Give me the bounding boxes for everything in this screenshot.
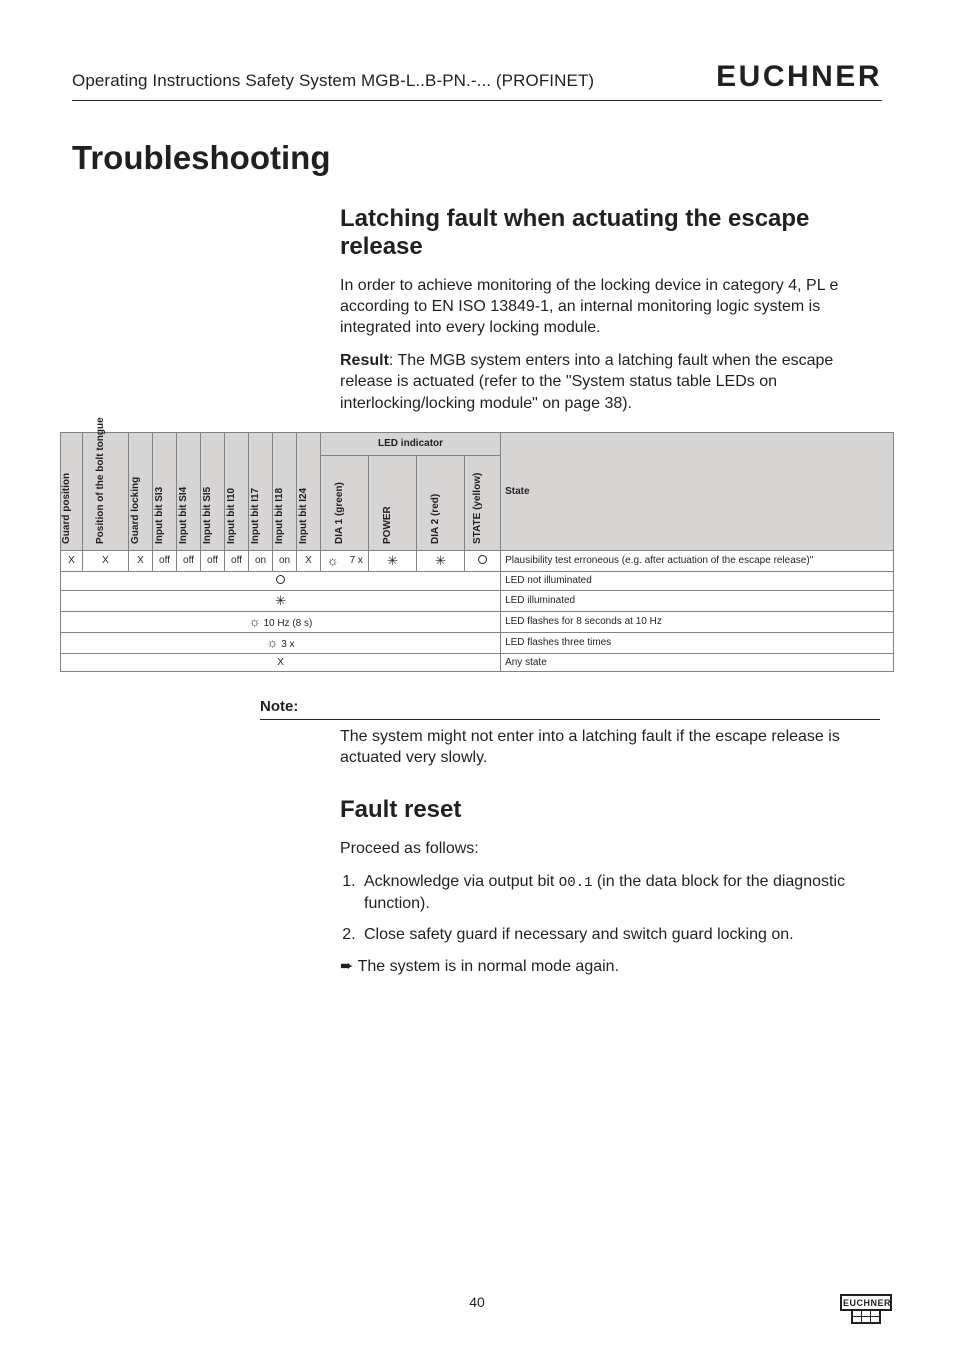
cell-si4: off <box>177 550 201 571</box>
table-row: ☼ 3 x LED flashes three times <box>61 632 894 653</box>
hdr-guard-position: Guard position <box>61 432 83 550</box>
hdr-power: POWER <box>369 455 417 550</box>
cell-si5: off <box>201 550 225 571</box>
sun-icon: ☼ <box>267 636 279 649</box>
hdr-i17: Input bit I17 <box>249 432 273 550</box>
cell-guard-position: X <box>61 550 83 571</box>
hdr-i10: Input bit I10 <box>225 432 249 550</box>
brand-wordmark: EUCHNER <box>716 60 882 94</box>
latching-fault-p1: In order to achieve monitoring of the lo… <box>340 275 882 338</box>
led-indicator-table: Guard position Position of the bolt tong… <box>60 432 894 672</box>
result-label: Result <box>340 352 389 369</box>
legend-text-3x: LED flashes three times <box>501 632 894 653</box>
cell-i24: X <box>297 550 321 571</box>
cell-dia2: ✳ <box>417 550 465 571</box>
cell-dia1-icon: ☼ <box>321 550 345 571</box>
result-text: : The MGB system enters into a latching … <box>340 352 833 411</box>
hdr-dia1: DIA 1 (green) <box>321 455 369 550</box>
hdr-guard-locking: Guard locking <box>129 432 153 550</box>
hdr-si4: Input bit SI4 <box>177 432 201 550</box>
hdr-state-led: STATE (yellow) <box>465 455 501 550</box>
cell-guard-locking: X <box>129 550 153 571</box>
cell-i17: on <box>249 550 273 571</box>
step-1-text-a: Acknowledge via output bit <box>364 873 559 890</box>
cell-bolt-tongue: X <box>83 550 129 571</box>
legend-text-illuminated: LED illuminated <box>501 590 894 611</box>
cell-i10: off <box>225 550 249 571</box>
fault-reset-intro: Proceed as follows: <box>340 838 882 859</box>
star-icon: ✳ <box>387 554 398 567</box>
cell-power: ✳ <box>369 550 417 571</box>
sun-icon: ☼ <box>327 554 339 567</box>
table-row: LED not illuminated <box>61 571 894 590</box>
circle-icon <box>478 555 487 564</box>
cell-state-text: Plausibility test erroneous (e.g. after … <box>501 550 894 571</box>
cell-si3: off <box>153 550 177 571</box>
section-fault-reset: Fault reset Proceed as follows: Acknowle… <box>340 796 882 976</box>
fault-reset-steps: Acknowledge via output bit O0.1 (in the … <box>340 871 882 946</box>
table-row: ✳ LED illuminated <box>61 590 894 611</box>
legend-text-10hz: LED flashes for 8 seconds at 10 Hz <box>501 611 894 632</box>
footer-brand-text: EUCHNER <box>840 1294 892 1311</box>
hdr-bolt-tongue: Position of the bolt tongue <box>83 432 129 550</box>
legend-symbol-10hz: ☼ 10 Hz (8 s) <box>61 611 501 632</box>
star-icon: ✳ <box>435 554 446 567</box>
note-label: Note: <box>260 698 880 720</box>
step-1-code: O0.1 <box>559 875 593 891</box>
running-head-left: Operating Instructions Safety System MGB… <box>72 71 594 91</box>
legend-10hz-text: 10 Hz (8 s) <box>263 618 312 629</box>
legend-symbol-circle <box>61 571 501 590</box>
legend-symbol-x: X <box>61 653 501 671</box>
latching-fault-p2: Result: The MGB system enters into a lat… <box>340 350 882 413</box>
step-1: Acknowledge via output bit O0.1 (in the … <box>360 871 882 914</box>
note-text: The system might not enter into a latchi… <box>340 720 880 768</box>
hdr-si5: Input bit SI5 <box>201 432 225 550</box>
step-2: Close safety guard if necessary and swit… <box>360 924 882 946</box>
hdr-led-indicator-group: LED indicator <box>321 432 501 455</box>
footer-logo: EUCHNER <box>840 1294 892 1324</box>
cell-state-led <box>465 550 501 571</box>
hdr-dia2: DIA 2 (red) <box>417 455 465 550</box>
running-head: Operating Instructions Safety System MGB… <box>72 60 882 101</box>
sun-icon: ☼ <box>249 615 261 628</box>
hdr-i24: Input bit I24 <box>297 432 321 550</box>
legend-symbol-star: ✳ <box>61 590 501 611</box>
legend-text-not-illuminated: LED not illuminated <box>501 571 894 590</box>
legend-text-any: Any state <box>501 653 894 671</box>
page-title: Troubleshooting <box>72 139 882 177</box>
page-number: 40 <box>0 1294 954 1310</box>
hdr-si3: Input bit SI3 <box>153 432 177 550</box>
cell-dia1-text: 7 x <box>345 550 369 571</box>
latching-fault-heading: Latching fault when actuating the escape… <box>340 205 882 261</box>
table-row: X X X off off off off on on X ☼ 7 x ✳ ✳ … <box>61 550 894 571</box>
legend-3x-text: 3 x <box>281 639 294 650</box>
hdr-state: State <box>501 432 894 550</box>
section-latching-fault: Latching fault when actuating the escape… <box>340 205 882 414</box>
table-row: X Any state <box>61 653 894 671</box>
cell-i18: on <box>273 550 297 571</box>
footer-logo-grid <box>851 1311 881 1324</box>
star-icon: ✳ <box>275 594 286 607</box>
hdr-i18: Input bit I18 <box>273 432 297 550</box>
table-row: ☼ 10 Hz (8 s) LED flashes for 8 seconds … <box>61 611 894 632</box>
table-header-row-1: Guard position Position of the bolt tong… <box>61 432 894 455</box>
arrow-text: The system is in normal mode again. <box>358 958 619 975</box>
fault-reset-heading: Fault reset <box>340 796 882 824</box>
circle-icon <box>276 575 285 584</box>
legend-symbol-3x: ☼ 3 x <box>61 632 501 653</box>
note-block: Note: The system might not enter into a … <box>260 698 882 768</box>
result-arrow-line: The system is in normal mode again. <box>340 956 882 976</box>
